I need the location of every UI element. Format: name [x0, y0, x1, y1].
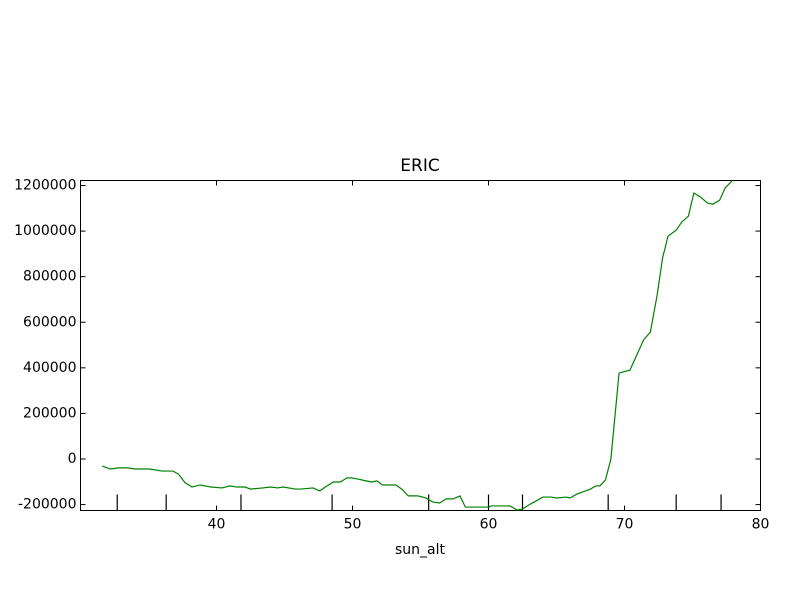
y-tick-label: 600000: [23, 314, 76, 330]
y-tick-label: 800000: [23, 269, 76, 285]
chart-title: ERIC: [400, 156, 439, 176]
x-tick-label: 40: [208, 517, 226, 533]
data-line: [102, 180, 733, 511]
x-tick-label: 50: [344, 517, 362, 533]
y-tick-label: 1000000: [14, 223, 76, 239]
y-tick-label: 400000: [23, 360, 76, 376]
y-tick-label: 0: [68, 451, 77, 467]
y-tick-label: -200000: [18, 497, 77, 513]
x-tick-label: 70: [616, 517, 634, 533]
y-tick-label: 200000: [23, 405, 76, 421]
y-tick-label: 1200000: [14, 178, 76, 194]
x-tick-label: 80: [752, 517, 770, 533]
axes-frame: [80, 180, 761, 511]
x-tick-label: 60: [480, 517, 498, 533]
x-axis-label: sun_alt: [395, 542, 446, 558]
